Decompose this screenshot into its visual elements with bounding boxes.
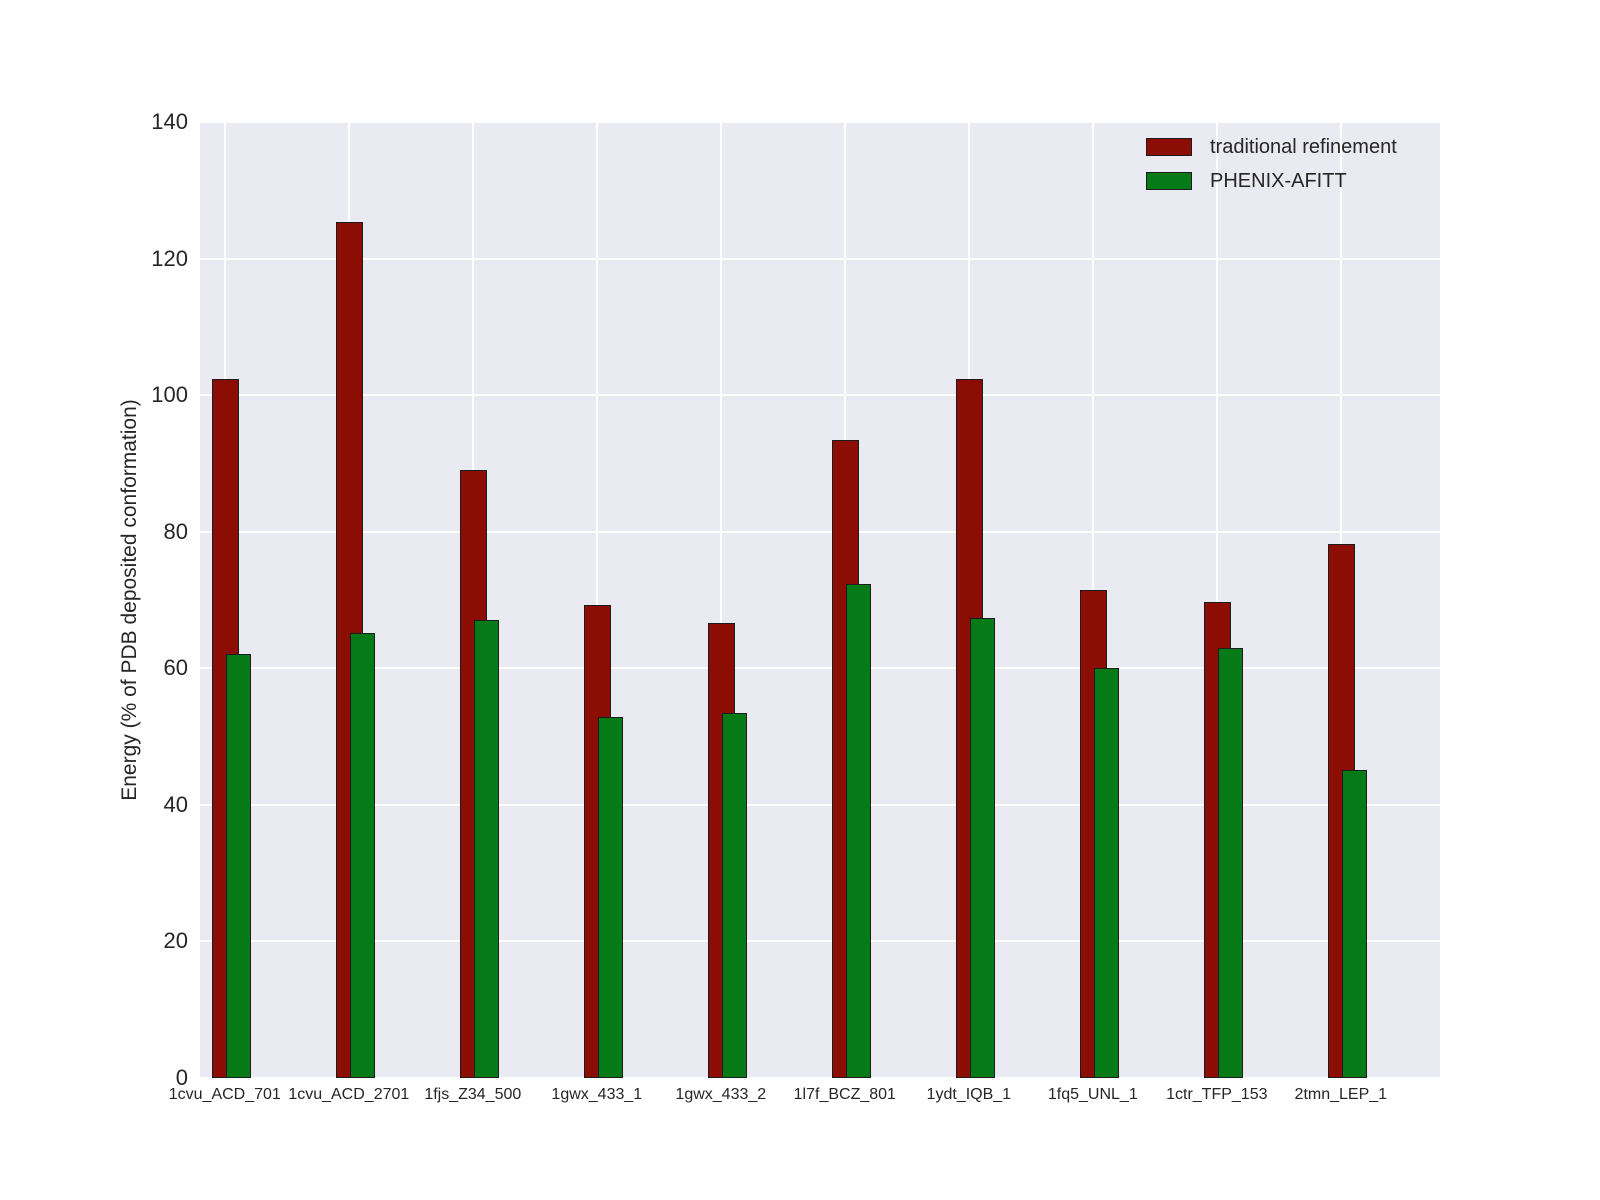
gridline-horizontal	[200, 394, 1440, 397]
x-tick-label-1gwx_433_2: 1gwx_433_2	[675, 1086, 767, 1103]
y-tick-label: 100	[151, 382, 188, 408]
x-tick-label-1fq5_UNL_1: 1fq5_UNL_1	[1047, 1086, 1138, 1103]
y-tick-label: 140	[151, 109, 188, 134]
bar-phenix-afitt-2tmn_LEP_1	[1341, 770, 1367, 1078]
gridline-horizontal	[200, 257, 1440, 260]
y-tick-label: 40	[163, 791, 188, 817]
x-tick-label-2tmn_LEP_1: 2tmn_LEP_1	[1294, 1086, 1388, 1103]
y-tick-label: 20	[163, 928, 188, 954]
y-tick-label: 60	[163, 655, 188, 681]
x-tick-label-1ydt_IQB_1: 1ydt_IQB_1	[926, 1086, 1012, 1103]
y-axis-label: Energy (% of PDB deposited conformation)	[118, 399, 141, 801]
bar-phenix-afitt-1cvu_ACD_2701	[349, 633, 375, 1078]
x-tick-label-1cvu_ACD_701: 1cvu_ACD_701	[168, 1086, 281, 1103]
gridline-horizontal	[200, 940, 1440, 943]
bar-phenix-afitt-1fq5_UNL_1	[1093, 667, 1119, 1078]
bar-phenix-afitt-1ydt_IQB_1	[969, 618, 995, 1078]
y-tick-label: 120	[151, 245, 188, 271]
x-tick-label-1cvu_ACD_2701: 1cvu_ACD_2701	[288, 1086, 410, 1103]
gridline-horizontal	[200, 1077, 1440, 1079]
y-tick-label: 80	[163, 518, 188, 544]
legend: traditional refinement PHENIX-AFITT	[1146, 135, 1397, 203]
bar-phenix-afitt-1fjs_Z34_500	[473, 620, 499, 1078]
x-tick-label-1ctr_TFP_153: 1ctr_TFP_153	[1166, 1086, 1268, 1103]
gridline-vertical	[1215, 122, 1218, 1078]
legend-label-phenix-afitt: PHENIX-AFITT	[1210, 170, 1347, 192]
x-tick-label-1gwx_433_1: 1gwx_433_1	[551, 1086, 643, 1103]
gridline-horizontal	[200, 121, 1440, 123]
gridline-vertical	[595, 122, 598, 1078]
gridline-vertical	[719, 122, 722, 1078]
bar-phenix-afitt-1cvu_ACD_701	[225, 653, 251, 1078]
legend-label-traditional-refinement: traditional refinement	[1210, 136, 1397, 158]
bar-phenix-afitt-1gwx_433_1	[597, 717, 623, 1078]
legend-item-traditional-refinement: traditional refinement	[1146, 135, 1397, 159]
legend-swatch-phenix-afitt	[1146, 172, 1192, 190]
gridline-horizontal	[200, 667, 1440, 670]
bar-phenix-afitt-1l7f_BCZ_801	[845, 583, 871, 1078]
bar-phenix-afitt-1gwx_433_2	[721, 712, 747, 1078]
y-tick-label: 0	[175, 1065, 188, 1090]
plot-area: traditional refinement PHENIX-AFITT	[200, 121, 1440, 1079]
x-tick-label-1l7f_BCZ_801: 1l7f_BCZ_801	[793, 1086, 896, 1103]
gridline-horizontal	[200, 803, 1440, 806]
gridline-horizontal	[200, 530, 1440, 533]
x-tick-label-1fjs_Z34_500: 1fjs_Z34_500	[424, 1086, 522, 1103]
bar-phenix-afitt-1ctr_TFP_153	[1217, 648, 1243, 1078]
legend-swatch-traditional-refinement	[1146, 138, 1192, 156]
legend-item-phenix-afitt: PHENIX-AFITT	[1146, 169, 1397, 193]
